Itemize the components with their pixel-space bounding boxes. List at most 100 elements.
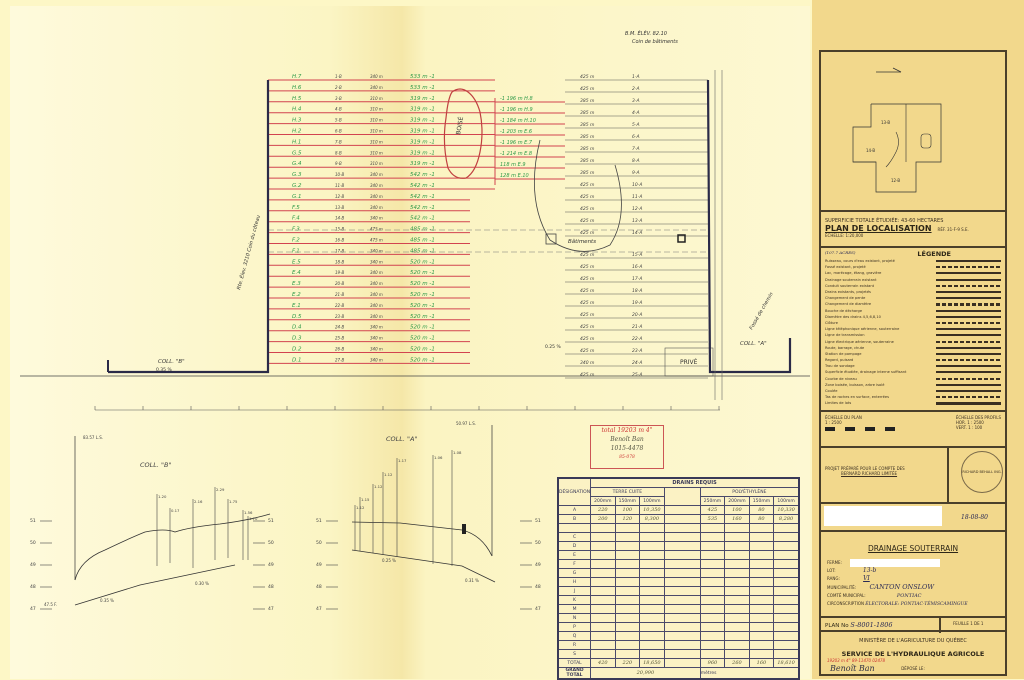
lateral-b-length: 340 m — [370, 205, 383, 210]
lateral-a-number: 24-A — [632, 360, 642, 366]
lateral-a-length: 425 m — [580, 372, 595, 378]
legend-item: Ligne de transmission — [821, 332, 1005, 338]
polyethylene-cell — [724, 649, 750, 659]
terre-cuite-cell — [614, 577, 641, 587]
legend-item: Limites de lots — [821, 400, 1005, 406]
lateral-b-length: 340 m — [370, 172, 383, 177]
lateral-mid-label: -1 196 m H.8 — [500, 96, 533, 102]
elevation-label-right: 48 — [268, 584, 274, 590]
elevation-label-left: 49 — [316, 562, 322, 568]
lateral-b-total: 319 m -1 — [410, 150, 435, 156]
terre-cuite-cell — [590, 550, 616, 560]
legend-item-label: Drains existants, projetés — [825, 290, 871, 295]
polyethylene-cell — [724, 631, 750, 641]
plan-no-value: S-8001-1806 — [850, 621, 893, 629]
terre-cuite-cell — [614, 640, 641, 650]
drainage-title: DRAINAGE SOUTERRAIN — [867, 544, 959, 553]
depth-marker-label: 2.29 — [216, 487, 225, 492]
lateral-b-total: 485 m -1 — [410, 227, 435, 233]
legend-symbol-icon — [936, 302, 1001, 306]
polyethylene-cell — [773, 523, 800, 533]
legend-symbol-icon — [936, 284, 1001, 287]
lateral-a-number: 9-A — [632, 170, 640, 176]
lateral-b-id: F.1 — [292, 248, 300, 254]
depth-marker-label: 1.56 — [244, 510, 253, 515]
prepared-for-label: PROJET PRÉPARÉ POUR LE COMPTE DES — [825, 466, 905, 471]
depth-marker-label: 1.17 — [398, 458, 407, 463]
lateral-a-number: 16-A — [632, 264, 642, 270]
polyethylene-cell — [748, 550, 775, 560]
lateral-b-total: 533 m -1 — [410, 85, 435, 91]
polyethylene-cell — [724, 568, 750, 578]
blank-cell — [663, 658, 701, 668]
lateral-b-id: G.5 — [292, 150, 302, 156]
table-row: C — [557, 532, 800, 542]
polyethylene-cell — [748, 586, 775, 596]
lateral-a-length: 385 m — [580, 110, 595, 116]
legend-section: (107.7 ACRES) LÉGENDE Ruisseau, cours d'… — [821, 248, 1005, 412]
lateral-a-length: 425 m — [580, 288, 595, 294]
legend-item-label: Tas de roches en surface, enterrées — [825, 395, 889, 400]
legend-item-label: Coulée — [825, 389, 838, 394]
lateral-b-total: 520 m -1 — [410, 357, 435, 363]
polyethylene-cell — [773, 541, 800, 551]
total-cell: 18,610 — [773, 658, 800, 668]
blank-cell — [663, 649, 701, 659]
lateral-b-total: 542 m -1 — [410, 205, 435, 211]
lateral-b-number: 27-B — [335, 357, 345, 362]
lateral-b-total: 542 m -1 — [410, 216, 435, 222]
drainage-info-section: DRAINAGE SOUTERRAIN FERME: LOT: 13-b RAN… — [821, 532, 1005, 618]
echelle-localisation: ÉCHELLE: 1:20,000 — [825, 233, 864, 238]
lateral-b-total: 520 m -1 — [410, 281, 435, 287]
designation-cell: C — [557, 532, 592, 542]
blank-cell — [663, 523, 701, 533]
polyethylene-header: POLYÉTHYLÈNE — [699, 487, 800, 497]
legend-item-label: Lac, marécage, étang, gravière — [825, 271, 882, 276]
lateral-b-number: 11-B — [335, 183, 345, 188]
terre-cuite-cell — [590, 613, 616, 623]
lateral-a-length: 385 m — [580, 170, 595, 176]
terre-cuite-cell — [590, 532, 616, 542]
lateral-b-total: 319 m -1 — [410, 118, 435, 124]
polyethylene-cell — [724, 595, 750, 605]
legend-item-label: Regard, puisard — [825, 358, 854, 363]
polyethylene-cell — [699, 541, 726, 551]
location-sketch: 13-B 14-B 12-B — [821, 52, 1005, 212]
table-row: N — [557, 613, 800, 623]
elevation-label-left: 47 — [316, 606, 322, 612]
polyethylene-cell — [748, 577, 775, 587]
legend-item-label: Fossé existant, projeté — [825, 265, 866, 270]
polyethylene-cell — [724, 550, 750, 560]
size-header: 150mm — [614, 496, 641, 506]
terre-cuite-cell — [639, 649, 665, 659]
size-header: 100mm — [639, 496, 665, 506]
scales-section: ÉCHELLE DU PLAN 1 : 2500 ÉCHELLE DES PRO… — [821, 412, 1005, 448]
lateral-b-length: 340 m — [370, 347, 383, 352]
terre-cuite-cell — [614, 550, 641, 560]
elevation-label-left: 51 — [316, 518, 322, 524]
polyethylene-cell — [773, 604, 800, 614]
blank-cell — [663, 577, 701, 587]
polyethylene-cell — [699, 577, 726, 587]
size-header: 250mm — [699, 496, 726, 506]
lateral-b-id: G.2 — [292, 183, 302, 189]
terre-cuite-cell — [614, 604, 641, 614]
profile-a-slope-2: 0.31 % — [465, 578, 479, 583]
lateral-b-total: 319 m -1 — [410, 139, 435, 145]
lateral-a-length: 425 m — [580, 230, 595, 236]
blank-cell — [663, 559, 701, 569]
lateral-mid-label: 118 m E.9 — [500, 162, 526, 168]
lateral-a-number: 19-A — [632, 300, 642, 306]
lateral-b-id: E.5 — [292, 259, 301, 265]
collector-a-line — [706, 79, 792, 374]
lateral-a-number: 7-A — [632, 146, 640, 152]
elevation-label-left: 48 — [316, 584, 322, 590]
legend-item-label: Ligne électrique aérienne, souterraine — [825, 339, 894, 344]
svg-text:14-B: 14-B — [866, 148, 875, 153]
designation-cell: M — [557, 604, 592, 614]
legend-item-label: Limites de lots — [825, 401, 852, 406]
lateral-a-number: 17-A — [632, 276, 642, 282]
polyethylene-cell — [724, 523, 750, 533]
lateral-b-number: 7-B — [335, 139, 342, 144]
polyethylene-cell: 160 — [724, 514, 750, 524]
